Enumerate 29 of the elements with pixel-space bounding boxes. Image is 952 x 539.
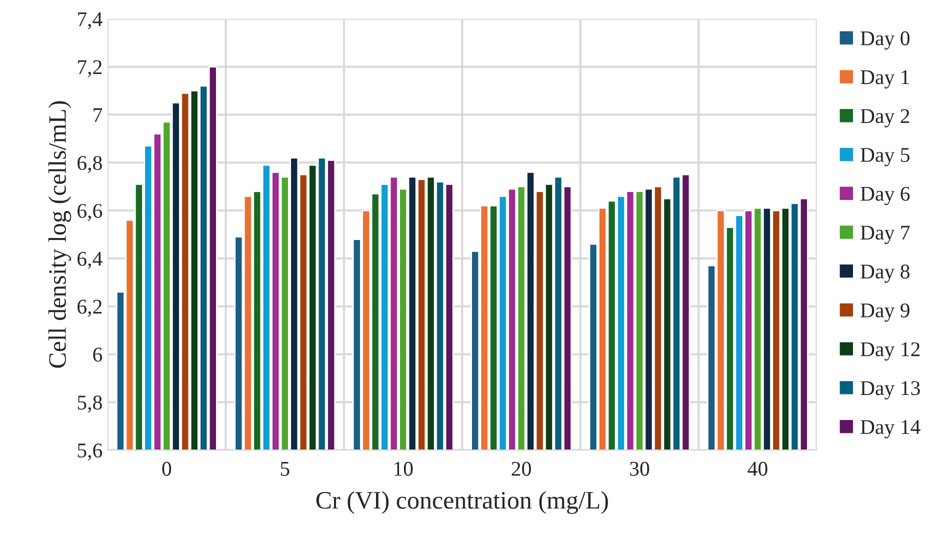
x-tick-label: 10	[394, 462, 413, 476]
y-tick-label: 7,2	[78, 60, 102, 78]
legend-label: Day 9	[860, 303, 910, 322]
y-tick-label: 7,4	[78, 12, 102, 30]
y-tick-label: 5,6	[78, 444, 102, 460]
y-tick-label: 6,6	[78, 204, 102, 221]
legend-label: Day 14	[860, 420, 920, 438]
legend-label: Day 8	[860, 264, 910, 283]
y-tick-label: 6,4	[78, 252, 102, 269]
legend-label: Day 5	[860, 148, 910, 166]
legend-label: Day 6	[860, 186, 910, 206]
x-tick-label: 0	[162, 462, 172, 476]
x-tick-label: 40	[748, 462, 768, 476]
x-tick-label: 30	[630, 462, 650, 476]
legend-label: Day 1	[860, 70, 910, 89]
legend-label: Day 13	[860, 381, 920, 400]
y-tick-label: 6	[93, 348, 102, 362]
legend-label: Day 12	[860, 342, 920, 361]
y-axis-title: Cell density log (cells/mL)	[48, 101, 72, 368]
x-tick-label: 5	[280, 462, 290, 476]
x-axis-title: Cr (VI) concentration (mg/L)	[316, 491, 608, 514]
x-tick-label: 20	[512, 462, 531, 476]
y-tick-label: 5,8	[78, 396, 102, 413]
y-tick-label: 6,8	[78, 156, 102, 174]
legend-label: Day 2	[860, 109, 910, 128]
legend-label: Day 0	[860, 31, 910, 50]
y-tick-label: 7	[94, 108, 102, 122]
legend-label: Day 7	[860, 226, 910, 244]
y-tick-label: 6,2	[78, 300, 102, 317]
